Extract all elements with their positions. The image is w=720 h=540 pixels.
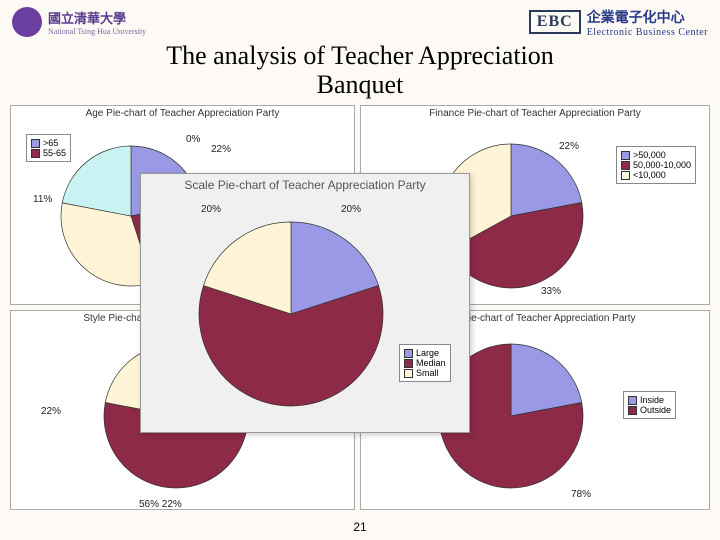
legend-label: 55-65 [43,148,66,158]
title-line-1: The analysis of Teacher Appreciation [166,41,554,70]
chart-title: Age Pie-chart of Teacher Appreciation Pa… [11,106,354,121]
legend-swatch [628,396,637,405]
chart-panel: Scale Pie-chart of Teacher Appreciation … [140,173,470,433]
legend-item: <10,000 [621,170,691,180]
legend: LargeMedianSmall [399,344,451,382]
data-label: 78% [571,489,591,500]
legend-swatch [628,406,637,415]
pie-chart [141,189,471,434]
legend-label: <10,000 [633,170,666,180]
data-label: 22% [559,141,579,152]
ebc-logo: EBC 企業電子化中心 Electronic Business Center [529,7,708,38]
page-number: 21 [353,520,366,534]
title-line-2: Banquet [317,70,404,99]
legend: >50,00050,000-10,000<10,000 [616,146,696,184]
ebc-cn: 企業電子化中心 [587,7,708,27]
legend-item: 50,000-10,000 [621,160,691,170]
chart-title: Finance Pie-chart of Teacher Appreciatio… [361,106,709,121]
legend-item: Large [404,348,446,358]
data-label: 20% [201,204,221,215]
data-label: 20% [341,204,361,215]
legend-label: Large [416,348,439,358]
data-label: 11% [33,194,52,205]
ebc-en: Electronic Business Center [587,27,708,38]
legend-swatch [404,349,413,358]
legend-item: 55-65 [31,148,66,158]
legend-label: Small [416,368,439,378]
header: 國立清華大學 National Tsing Hua University EBC… [0,0,720,44]
legend: >6555-65 [26,134,71,162]
legend-label: Outside [640,405,671,415]
legend-swatch [31,149,40,158]
legend-item: Median [404,358,446,368]
ebc-label: EBC [529,10,581,34]
legend-item: Inside [628,395,671,405]
legend-swatch [31,139,40,148]
legend: InsideOutside [623,391,676,419]
page-title: The analysis of Teacher Appreciation Ban… [0,42,720,99]
legend-item: Small [404,368,446,378]
legend-swatch [404,359,413,368]
uni-sub: National Tsing Hua University [48,27,146,36]
data-label: 22% [211,144,231,155]
legend-label: Inside [640,395,664,405]
legend-swatch [621,151,630,160]
legend-swatch [621,171,630,180]
legend-item: >50,000 [621,150,691,160]
uni-name: 國立清華大學 [48,8,146,27]
data-label: 33% [541,286,561,297]
legend-label: >50,000 [633,150,666,160]
legend-item: >65 [31,138,66,148]
legend-label: >65 [43,138,58,148]
legend-label: 50,000-10,000 [633,160,691,170]
legend-swatch [404,369,413,378]
data-label: 22% [41,406,61,417]
university-logo: 國立清華大學 National Tsing Hua University [12,7,146,37]
data-label: 56% 22% [139,499,182,510]
legend-item: Outside [628,405,671,415]
legend-label: Median [416,358,446,368]
charts-area: Age Pie-chart of Teacher Appreciation Pa… [10,105,710,525]
data-label: 0% [186,134,200,145]
legend-swatch [621,161,630,170]
seal-icon [12,7,42,37]
